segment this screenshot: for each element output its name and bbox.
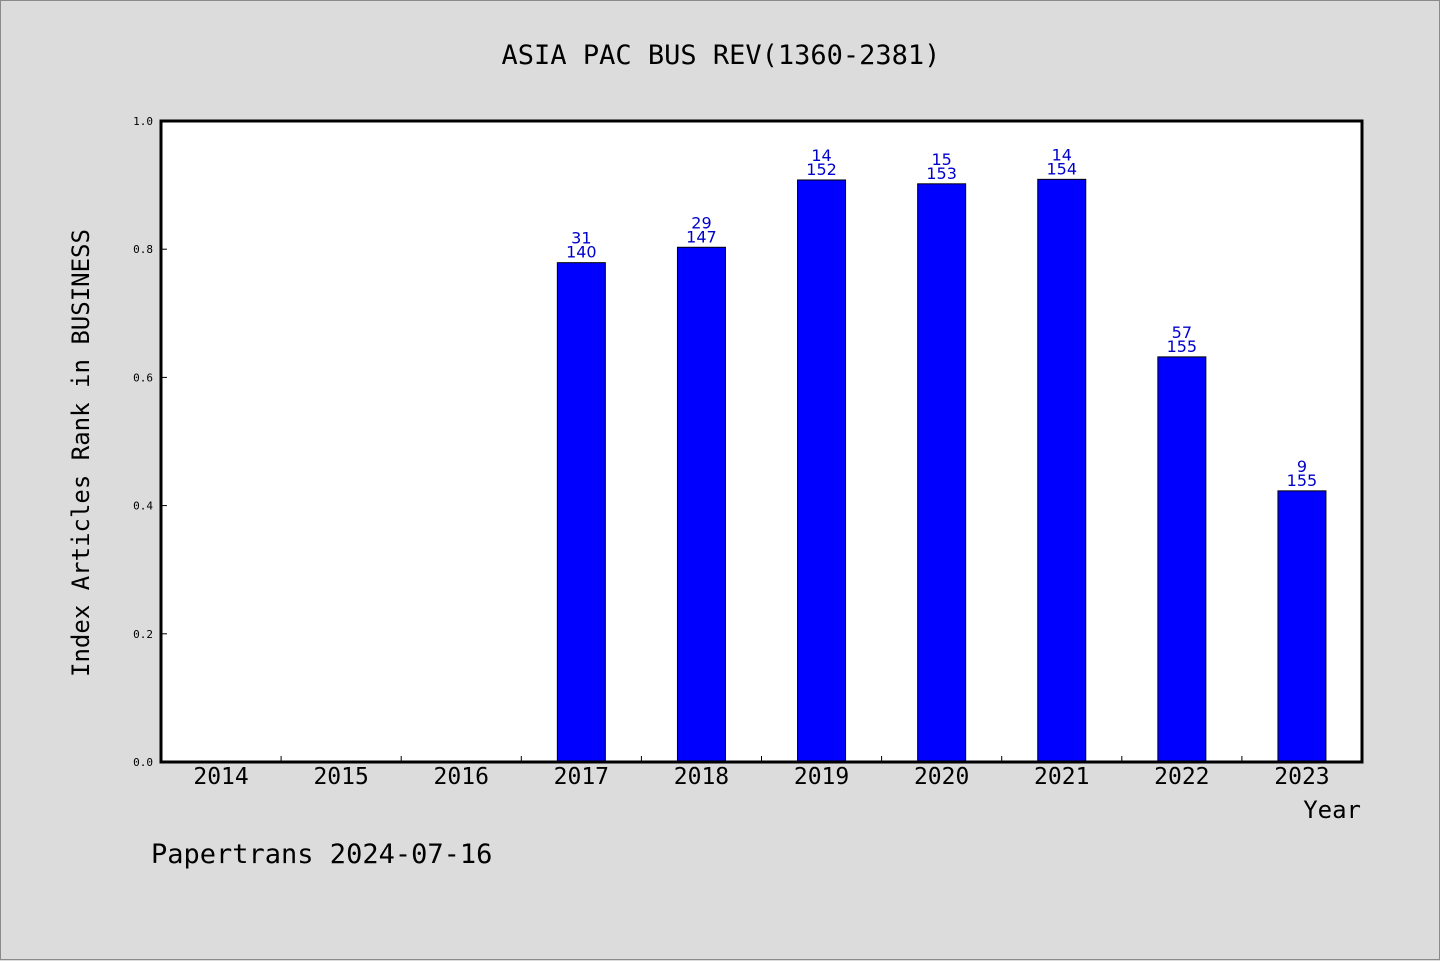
x-tick-label: 2023 — [1274, 764, 1329, 790]
bar — [917, 183, 967, 763]
bar — [1157, 356, 1207, 763]
bar-total-label: 147 — [686, 227, 717, 246]
x-tick-label: 2019 — [794, 764, 849, 790]
y-tick-label: 0.4 — [133, 500, 153, 513]
x-tick-label: 2018 — [674, 764, 729, 790]
y-tick-label: 0.8 — [133, 243, 153, 256]
bar-total-label: 140 — [566, 243, 597, 262]
x-tick-label: 2020 — [914, 764, 969, 790]
x-tick-label: 2016 — [434, 764, 489, 790]
footer-text: Papertrans 2024-07-16 — [151, 839, 492, 870]
x-tick-label: 2014 — [193, 764, 248, 790]
chart-title: ASIA PAC BUS REV(1360-2381) — [502, 40, 941, 71]
x-tick-label: 2022 — [1154, 764, 1209, 790]
bar-total-label: 155 — [1287, 471, 1318, 490]
x-tick-label: 2021 — [1034, 764, 1089, 790]
bar — [1037, 178, 1087, 763]
y-tick-label: 1.0 — [133, 115, 153, 128]
bar — [676, 246, 726, 763]
bar — [797, 179, 847, 763]
x-axis-label: Year — [1303, 796, 1361, 824]
bar — [556, 262, 606, 763]
bar-total-label: 155 — [1167, 337, 1198, 356]
bar-rank-label: 31 — [571, 229, 591, 248]
y-axis-label: Index Articles Rank in BUSINESS — [67, 229, 95, 677]
x-tick-label: 2017 — [554, 764, 609, 790]
x-tick-label: 2015 — [313, 764, 368, 790]
bar-total-label: 152 — [806, 160, 837, 179]
bar — [1277, 490, 1327, 763]
bar-rank-label: 14 — [1052, 145, 1072, 164]
bar-rank-label: 14 — [811, 146, 831, 165]
bar-rank-label: 9 — [1297, 457, 1307, 476]
plot-border — [159, 119, 1364, 764]
y-tick-label: 0.6 — [133, 371, 153, 384]
bar-total-label: 154 — [1046, 159, 1077, 178]
y-tick-label: 0.0 — [133, 756, 153, 769]
ticks-group: 0.0 0.2 0.4 0.6 0.8 1.0 2014 2015 2016 2017 2018 20… — [133, 115, 1330, 790]
bar-rank-label: 15 — [931, 150, 951, 169]
bar-total-label: 153 — [926, 164, 957, 183]
bar-rank-label: 29 — [691, 213, 711, 232]
y-tick-label: 0.2 — [133, 628, 153, 641]
bar-rank-label: 57 — [1172, 323, 1192, 342]
